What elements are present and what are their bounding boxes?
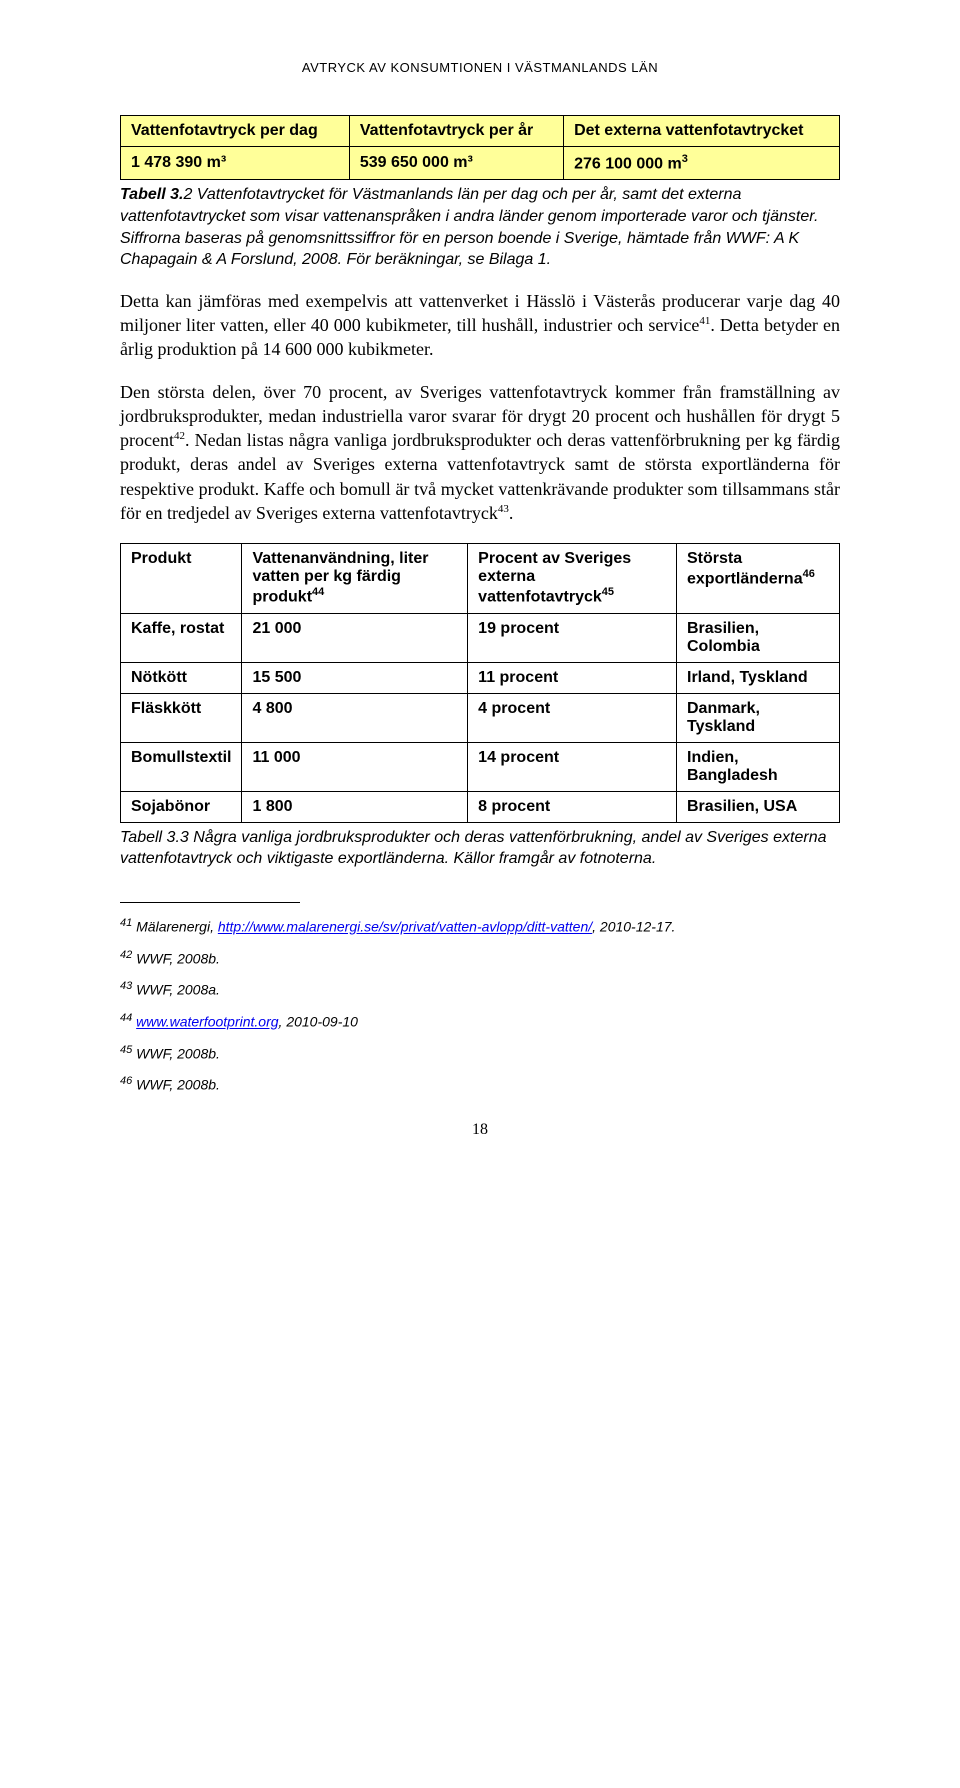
footnote-46: 46 WWF, 2008b.: [120, 1075, 840, 1093]
table-cell: Kaffe, rostat: [121, 613, 242, 662]
table-cell: 539 650 000 m³: [349, 147, 563, 180]
footnote-42: 42 WWF, 2008b.: [120, 949, 840, 967]
header-text: Största exportländerna: [687, 550, 803, 587]
table-cell: Bomullstextil: [121, 742, 242, 791]
footnote-ref: 43: [498, 503, 509, 515]
footnote-number: 46: [120, 1075, 132, 1087]
superscript: 46: [803, 568, 815, 580]
footnote-number: 42: [120, 949, 132, 961]
page-number: 18: [120, 1121, 840, 1139]
table-cell-text: 276 100 000 m: [574, 155, 682, 172]
table-cell: 19 procent: [468, 613, 677, 662]
table-cell: 15 500: [242, 662, 468, 693]
superscript: 3: [682, 153, 688, 165]
table-row: Bomullstextil 11 000 14 procent Indien, …: [121, 742, 840, 791]
table-caption-1: Tabell 3.2 Vattenfotavtrycket för Västma…: [120, 184, 840, 270]
table-cell: 1 800: [242, 791, 468, 822]
table-cell: Danmark, Tyskland: [677, 693, 840, 742]
table-cell: 21 000: [242, 613, 468, 662]
table-cell: 11 procent: [468, 662, 677, 693]
footnote-separator: [120, 902, 300, 903]
table-header: Vattenfotavtryck per dag: [121, 116, 350, 147]
table-row: Fläskkött 4 800 4 procent Danmark, Tyskl…: [121, 693, 840, 742]
footnote-number: 44: [120, 1012, 132, 1024]
footnote-number: 43: [120, 980, 132, 992]
table-cell: Brasilien, USA: [677, 791, 840, 822]
footnote-text: , 2010-09-10: [279, 1014, 358, 1030]
table-cell: 14 procent: [468, 742, 677, 791]
footnote-text: Mälarenergi,: [132, 919, 218, 935]
table-cell: Nötkött: [121, 662, 242, 693]
table-header: Procent av Sveriges externa vattenfotavt…: [468, 544, 677, 613]
table-header: Produkt: [121, 544, 242, 613]
footnote-44: 44 www.waterfootprint.org, 2010-09-10: [120, 1012, 840, 1030]
paragraph-text: .: [509, 503, 514, 523]
table-caption-2: Tabell 3.3 Några vanliga jordbruksproduk…: [120, 827, 840, 870]
table-cell: Irland, Tyskland: [677, 662, 840, 693]
caption-label: Tabell 3.: [120, 186, 183, 203]
footnote-43: 43 WWF, 2008a.: [120, 980, 840, 998]
table-cell: 8 procent: [468, 791, 677, 822]
table-cell: 1 478 390 m³: [121, 147, 350, 180]
footnote-text: WWF, 2008b.: [132, 1077, 220, 1093]
table-header: Vattenfotavtryck per år: [349, 116, 563, 147]
footnote-text: WWF, 2008b.: [132, 950, 220, 966]
table-header: Största exportländerna46: [677, 544, 840, 613]
footnote-41: 41 Mälarenergi, http://www.malarenergi.s…: [120, 917, 840, 935]
header-text: Vattenanvändning, liter vatten per kg fä…: [252, 550, 428, 605]
paragraph-1: Detta kan jämföras med exempelvis att va…: [120, 289, 840, 362]
footnote-45: 45 WWF, 2008b.: [120, 1044, 840, 1062]
table-row: Produkt Vattenanvändning, liter vatten p…: [121, 544, 840, 613]
table-cell: Fläskkött: [121, 693, 242, 742]
paragraph-text: . Nedan listas några vanliga jordbrukspr…: [120, 430, 840, 523]
paragraph-2: Den största delen, över 70 procent, av S…: [120, 380, 840, 526]
page-container: AVTRYCK AV KONSUMTIONEN I VÄSTMANLANDS L…: [0, 0, 960, 1179]
table-row: 1 478 390 m³ 539 650 000 m³ 276 100 000 …: [121, 147, 840, 180]
table-header: Det externa vattenfotavtrycket: [564, 116, 840, 147]
table-cell: Sojabönor: [121, 791, 242, 822]
footnote-text: WWF, 2008b.: [132, 1045, 220, 1061]
superscript: 45: [602, 586, 614, 598]
table-row: Nötkött 15 500 11 procent Irland, Tyskla…: [121, 662, 840, 693]
running-head: AVTRYCK AV KONSUMTIONEN I VÄSTMANLANDS L…: [120, 60, 840, 75]
footnote-text: , 2010-12-17.: [592, 919, 675, 935]
footnote-ref: 41: [699, 315, 710, 327]
footnote-link[interactable]: http://www.malarenergi.se/sv/privat/vatt…: [218, 919, 592, 935]
table-row: Vattenfotavtryck per dag Vattenfotavtryc…: [121, 116, 840, 147]
footnote-number: 45: [120, 1044, 132, 1056]
table-cell: Indien, Bangladesh: [677, 742, 840, 791]
footnote-ref: 42: [174, 430, 185, 442]
table-produkter: Produkt Vattenanvändning, liter vatten p…: [120, 543, 840, 822]
table-cell: 276 100 000 m3: [564, 147, 840, 180]
table-row: Sojabönor 1 800 8 procent Brasilien, USA: [121, 791, 840, 822]
superscript: 44: [312, 586, 324, 598]
table-cell: 4 800: [242, 693, 468, 742]
table-cell: Brasilien, Colombia: [677, 613, 840, 662]
table-cell: 4 procent: [468, 693, 677, 742]
footnote-number: 41: [120, 917, 132, 929]
footnote-text: WWF, 2008a.: [132, 982, 220, 998]
table-header: Vattenanvändning, liter vatten per kg fä…: [242, 544, 468, 613]
table-cell: 11 000: [242, 742, 468, 791]
table-vattenfotavtryck: Vattenfotavtryck per dag Vattenfotavtryc…: [120, 115, 840, 180]
caption-text: 2 Vattenfotavtrycket för Västmanlands lä…: [120, 186, 818, 268]
table-row: Kaffe, rostat 21 000 19 procent Brasilie…: [121, 613, 840, 662]
footnote-link[interactable]: www.waterfootprint.org: [136, 1014, 278, 1030]
